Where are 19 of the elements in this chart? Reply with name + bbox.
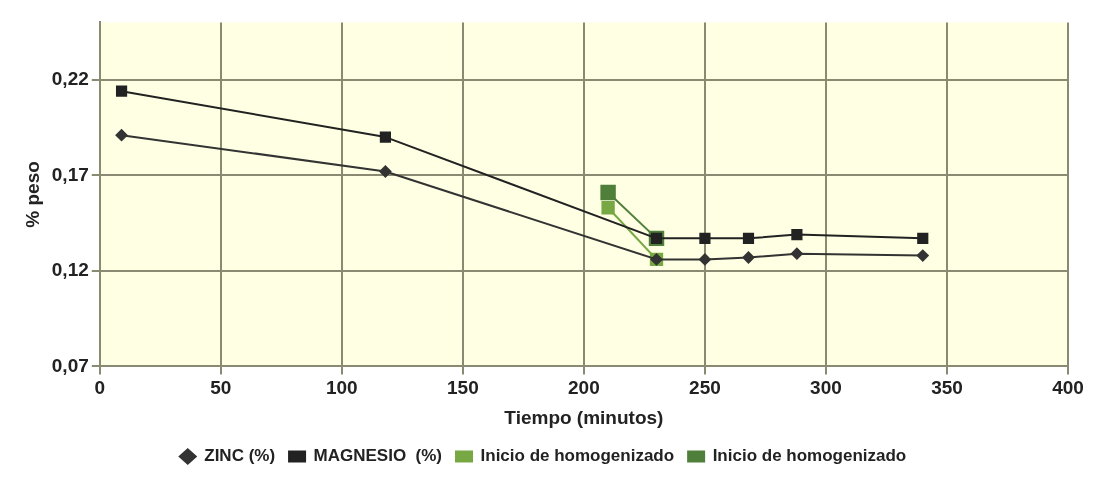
- x-tick-label: 250: [689, 377, 721, 399]
- x-tick-label: 300: [810, 377, 842, 399]
- x-tick-label: 50: [210, 377, 232, 399]
- x-axis-title: Tiempo (minutos): [504, 406, 664, 428]
- x-tick-label: 0: [94, 377, 106, 399]
- y-tick-label: 0,12: [51, 259, 89, 281]
- x-tick-label: 350: [931, 377, 963, 399]
- x-tick-label: 100: [325, 377, 358, 399]
- legend-label: ZINC (%): [204, 446, 276, 466]
- y-tick-label: 0,22: [51, 67, 89, 89]
- x-tick-label: 200: [568, 377, 600, 399]
- legend-label: MAGNESIO (%): [313, 446, 443, 466]
- legend-label: Inicio de homogenizado: [480, 446, 675, 466]
- x-tick-label: 400: [1052, 377, 1084, 399]
- x-tick-label: 150: [447, 377, 479, 399]
- y-axis-title: % peso: [21, 161, 43, 228]
- legend-label: Inicio de homogenizado: [712, 446, 907, 466]
- y-tick-label: 0,17: [51, 163, 89, 185]
- y-tick-label: 0,07: [51, 354, 89, 376]
